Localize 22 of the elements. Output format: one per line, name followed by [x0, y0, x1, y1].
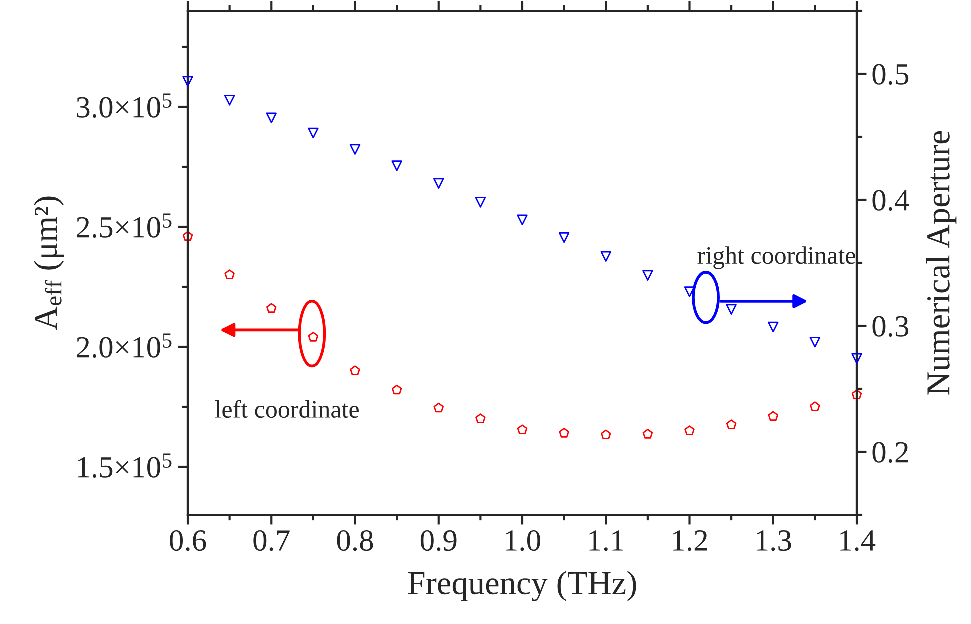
y2-tick-label: 0.4	[872, 190, 910, 212]
x-tick-label: 1.3	[756, 530, 792, 552]
x-tick-label: 0.6	[170, 530, 206, 552]
y-axis-title: A$_{eff}$ (μm²)	[34, 196, 64, 330]
x-tick-label: 1.1	[590, 530, 624, 552]
y2-tick-label: 0.2	[872, 442, 908, 464]
x-tick-label: 0.9	[420, 530, 457, 552]
y-tick-label: 1.5×10$^{5}$	[78, 454, 172, 478]
y-tick-label: 2.5×10$^{5}$	[76, 214, 172, 238]
x-tick-label: 0.7	[254, 530, 290, 552]
x-tick-label: 1.0	[506, 530, 540, 552]
annotation: left coordinate	[215, 400, 359, 418]
y2-axis-title: Numerical Aperture	[926, 131, 957, 395]
y2-tick-label: 0.5	[872, 64, 909, 86]
x-tick-label: 1.4	[840, 530, 876, 552]
annotation: right coordinate	[698, 246, 856, 270]
y-tick-label: 3.0×10$^{5}$	[77, 94, 172, 118]
y2-tick-label: 0.3	[872, 316, 909, 338]
y-tick-label: 2.0×10$^{5}$	[76, 334, 172, 358]
x-tick-label: 1.2	[673, 530, 708, 552]
x-axis-title: Frequency (THz)	[408, 571, 636, 602]
x-tick-label: 0.8	[337, 530, 374, 552]
